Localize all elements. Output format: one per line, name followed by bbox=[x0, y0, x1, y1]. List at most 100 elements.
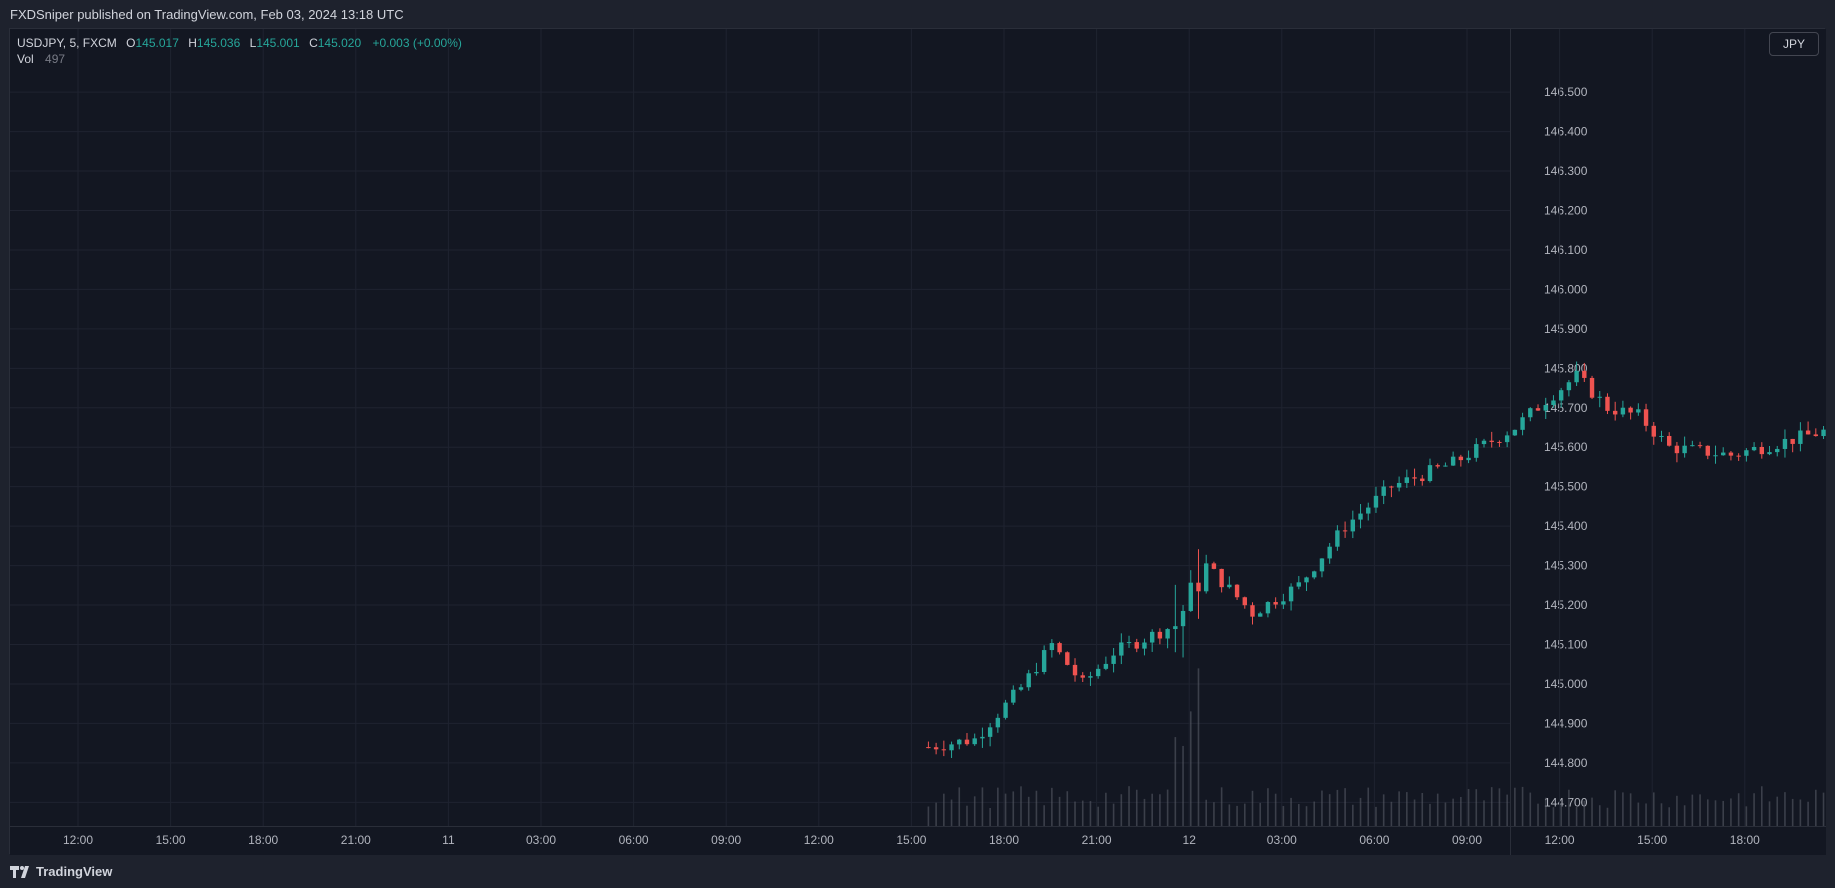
volume-bar bbox=[1753, 793, 1755, 826]
volume-bar bbox=[1822, 792, 1825, 826]
x-tick-label: 03:00 bbox=[1267, 833, 1297, 847]
candle-body bbox=[1327, 546, 1332, 559]
candle-body bbox=[1667, 435, 1672, 446]
candle-body bbox=[1775, 448, 1780, 453]
candle-body bbox=[1350, 519, 1356, 532]
volume-bar bbox=[1166, 789, 1169, 826]
volume-bar bbox=[1197, 668, 1200, 826]
volume-bar bbox=[1027, 796, 1030, 826]
volume-bar bbox=[1575, 807, 1578, 826]
candle-body bbox=[1574, 370, 1579, 383]
volume-bar bbox=[1328, 794, 1331, 826]
volume-bar bbox=[1498, 788, 1501, 826]
y-tick-label: 145.500 bbox=[1544, 480, 1588, 494]
candle-body bbox=[1674, 445, 1680, 454]
volume-bar bbox=[1274, 793, 1277, 826]
candle-body bbox=[1080, 675, 1085, 678]
currency-button[interactable]: JPY bbox=[1769, 32, 1819, 56]
candle-body bbox=[1628, 407, 1633, 413]
y-tick-label: 145.400 bbox=[1544, 519, 1588, 533]
volume-bar bbox=[1051, 787, 1053, 826]
low-value: 145.001 bbox=[256, 36, 300, 50]
volume-bar bbox=[1598, 805, 1601, 826]
volume-bar bbox=[1629, 793, 1632, 826]
x-tick-label: 12:00 bbox=[1545, 833, 1575, 847]
candle-body bbox=[1188, 582, 1193, 611]
change-value: +0.003 (+0.00%) bbox=[372, 36, 462, 50]
candle-body bbox=[1497, 441, 1502, 443]
volume-bar bbox=[1699, 794, 1701, 826]
candle-body bbox=[1821, 429, 1826, 437]
candle-body bbox=[1018, 687, 1024, 690]
volume-bar bbox=[1236, 805, 1238, 826]
candle-body bbox=[949, 744, 954, 751]
volume-bar bbox=[1560, 803, 1562, 826]
volume-bar bbox=[1737, 793, 1740, 826]
candle-body bbox=[1165, 629, 1170, 639]
x-tick-label: 18:00 bbox=[248, 833, 278, 847]
candle-body bbox=[1026, 673, 1031, 688]
open-value: 145.017 bbox=[135, 36, 179, 50]
volume-bar bbox=[1652, 792, 1655, 826]
candle-body bbox=[1721, 452, 1726, 456]
x-tick-label: 21:00 bbox=[1082, 833, 1112, 847]
volume-bar bbox=[1552, 807, 1555, 826]
candle-body bbox=[1636, 409, 1641, 413]
volume-bar bbox=[1537, 803, 1539, 826]
y-tick-label: 145.300 bbox=[1544, 559, 1588, 573]
volume-bar bbox=[1259, 802, 1262, 826]
volume-bar bbox=[935, 802, 937, 826]
volume-bar bbox=[1490, 787, 1493, 826]
candle-body bbox=[1227, 584, 1232, 588]
candle-body bbox=[1744, 450, 1749, 456]
candle-body bbox=[1134, 642, 1139, 649]
symbol-label[interactable]: USDJPY, 5, FXCM bbox=[17, 36, 117, 50]
tradingview-logo[interactable]: TradingView bbox=[10, 864, 112, 879]
candle-body bbox=[1335, 530, 1340, 547]
low-label: L bbox=[249, 36, 257, 50]
candle-body bbox=[941, 749, 947, 751]
candle-body bbox=[1273, 602, 1278, 605]
volume-bar bbox=[1776, 796, 1779, 826]
x-tick-label: 21:00 bbox=[341, 833, 371, 847]
volume-bar bbox=[1298, 804, 1300, 826]
candle-body bbox=[1358, 513, 1363, 520]
volume-bar bbox=[1228, 804, 1231, 826]
volume-bar bbox=[1521, 786, 1524, 826]
high-label: H bbox=[188, 36, 197, 50]
volume-bar bbox=[1074, 801, 1076, 826]
candle-body bbox=[995, 717, 1001, 728]
volume-bar bbox=[1182, 745, 1184, 826]
volume-bar bbox=[1544, 797, 1547, 826]
candle-body bbox=[1396, 482, 1402, 488]
volume-bar bbox=[1243, 803, 1246, 826]
volume-bar bbox=[943, 793, 945, 826]
candle-body bbox=[933, 747, 939, 750]
y-tick-label: 146.100 bbox=[1544, 243, 1588, 257]
candle-body bbox=[1103, 663, 1109, 669]
candle-body bbox=[1258, 613, 1263, 617]
volume-bar bbox=[1058, 796, 1061, 826]
volume-bar bbox=[1815, 789, 1817, 826]
candle-body bbox=[1481, 440, 1487, 445]
volume-bar bbox=[1105, 792, 1107, 826]
x-tick-label: 06:00 bbox=[1359, 833, 1389, 847]
volume-bar bbox=[1305, 806, 1308, 826]
candle-body bbox=[1342, 530, 1348, 532]
candle-body bbox=[1381, 486, 1386, 496]
volume-bar bbox=[1035, 790, 1038, 826]
y-tick-label: 146.500 bbox=[1544, 85, 1588, 99]
volume-bar bbox=[1143, 798, 1146, 826]
volume-bar bbox=[1799, 799, 1802, 826]
candle-body bbox=[1651, 425, 1656, 437]
candle-body bbox=[1589, 377, 1595, 398]
volume-bar bbox=[1159, 794, 1161, 826]
x-tick-label: 18:00 bbox=[989, 833, 1019, 847]
candle-body bbox=[1404, 477, 1410, 483]
volume-bar bbox=[1591, 797, 1593, 826]
x-tick-label: 09:00 bbox=[1452, 833, 1482, 847]
price-chart[interactable]: 146.500 146.400 146.300 146.200 146.100 146.0… bbox=[10, 29, 1826, 855]
volume-bar bbox=[1135, 789, 1138, 826]
candle-body bbox=[1682, 445, 1687, 454]
volume-bar bbox=[1475, 789, 1478, 826]
